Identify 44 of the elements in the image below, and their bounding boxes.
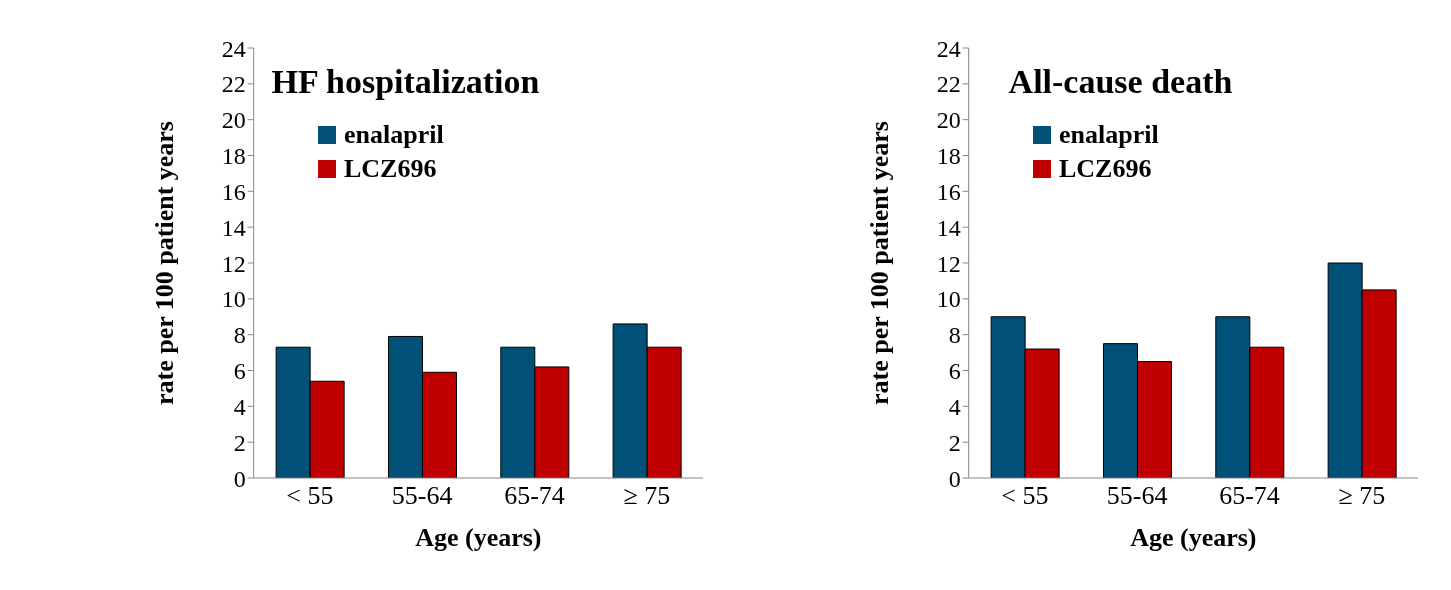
y-tick-label: 0 — [948, 465, 961, 492]
y-tick-label: 4 — [948, 393, 961, 420]
x-tick-label: ≥ 75 — [623, 481, 671, 511]
x-tick-label: < 55 — [1001, 481, 1049, 511]
y-tick-label: 4 — [233, 393, 246, 420]
y-tick-label: 24 — [221, 35, 246, 62]
y-tick-label: 14 — [221, 214, 246, 241]
y-tick-label: 0 — [233, 465, 246, 492]
y-tick-label: 20 — [936, 107, 961, 134]
y-tick-label: 12 — [221, 250, 246, 277]
y-tick-label: 16 — [936, 178, 961, 205]
y-axis-title: rate per 100 patient years — [149, 120, 179, 406]
chart-title: HF hospitalization — [271, 63, 540, 100]
y-tick-label: 24 — [936, 35, 961, 62]
y-tick-label: 22 — [221, 71, 246, 98]
y-tick-label: 16 — [221, 178, 246, 205]
y-tick-label: 22 — [936, 71, 961, 98]
y-tick-label: 18 — [936, 143, 961, 170]
chart-title: All-cause death — [1008, 63, 1233, 100]
y-tick-label: 20 — [221, 107, 246, 134]
x-tick-label: 65-74 — [1219, 481, 1280, 511]
y-tick-label: 8 — [948, 322, 961, 349]
y-axis-title: rate per 100 patient years — [864, 120, 894, 406]
x-axis-title: Age (years) — [1130, 523, 1257, 552]
x-tick-label: 55-64 — [391, 481, 453, 511]
legend-label: enalapril — [344, 119, 444, 151]
y-tick-label: 2 — [233, 429, 246, 456]
x-tick-label: 65-74 — [504, 481, 565, 511]
x-axis-title: Age (years) — [415, 523, 542, 552]
y-tick-label: 2 — [948, 429, 961, 456]
y-tick-label: 12 — [936, 250, 961, 277]
y-tick-label: 10 — [221, 286, 246, 313]
legend-label: LCZ696 — [1059, 153, 1152, 185]
x-tick-label: ≥ 75 — [1338, 481, 1386, 511]
y-tick-label: 6 — [948, 358, 961, 385]
x-tick-label: < 55 — [286, 481, 334, 511]
legend-label: LCZ696 — [344, 153, 437, 185]
y-tick-label: 6 — [233, 358, 246, 385]
y-tick-label: 18 — [221, 143, 246, 170]
x-tick-label: 55-64 — [1106, 481, 1168, 511]
legend-label: enalapril — [1059, 119, 1159, 151]
y-tick-label: 8 — [233, 322, 246, 349]
y-tick-label: 10 — [936, 286, 961, 313]
y-tick-label: 14 — [936, 214, 961, 241]
